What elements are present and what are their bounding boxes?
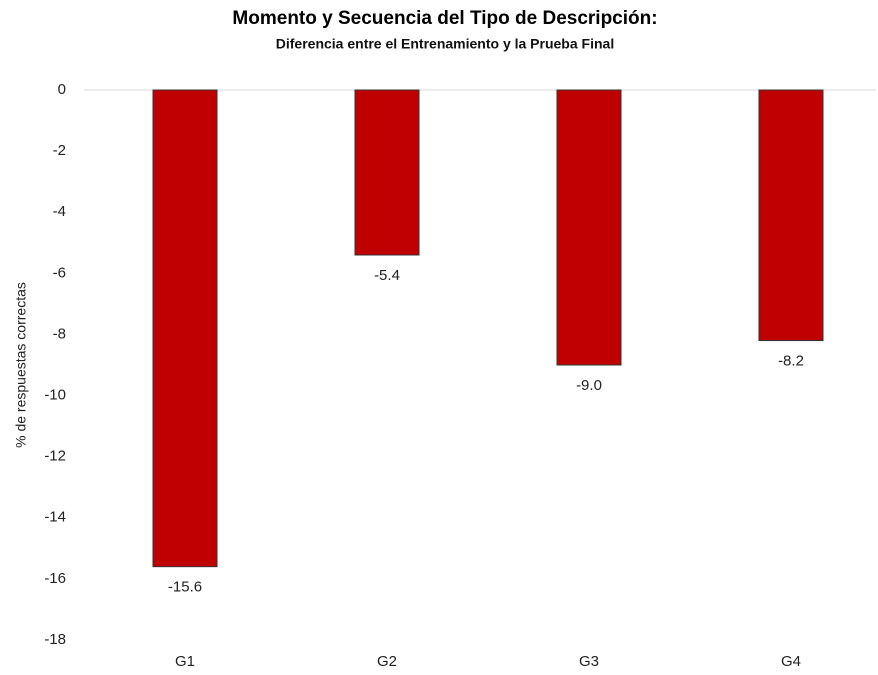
y-tick-label: -8 — [53, 325, 66, 342]
chart-subtitle: Diferencia entre el Entrenamiento y la P… — [276, 36, 614, 52]
y-tick-label: -14 — [44, 509, 66, 526]
y-tick-label: -10 — [44, 387, 66, 404]
x-tick-label: G1 — [175, 653, 195, 670]
bar — [758, 89, 824, 342]
bar — [354, 89, 420, 256]
x-tick-label: G2 — [377, 653, 397, 670]
x-tick-label: G3 — [579, 653, 599, 670]
x-tick-label: G4 — [781, 653, 801, 670]
bar — [556, 89, 622, 366]
chart-title: Momento y Secuencia del Tipo de Descripc… — [232, 8, 657, 29]
y-tick-label: -6 — [53, 264, 66, 281]
y-tick-label: -12 — [44, 448, 66, 465]
data-label: -15.6 — [168, 579, 202, 596]
y-tick-label: 0 — [58, 81, 66, 98]
data-label: -9.0 — [576, 377, 602, 394]
y-axis-label: % de respuestas correctas — [13, 282, 29, 448]
y-tick-label: -16 — [44, 570, 66, 587]
y-tick-label: -2 — [53, 142, 66, 159]
y-tick-label: -18 — [44, 631, 66, 648]
y-tick-label: -4 — [53, 203, 66, 220]
data-label: -5.4 — [374, 267, 400, 284]
data-label: -8.2 — [778, 353, 804, 370]
bar — [152, 89, 218, 568]
